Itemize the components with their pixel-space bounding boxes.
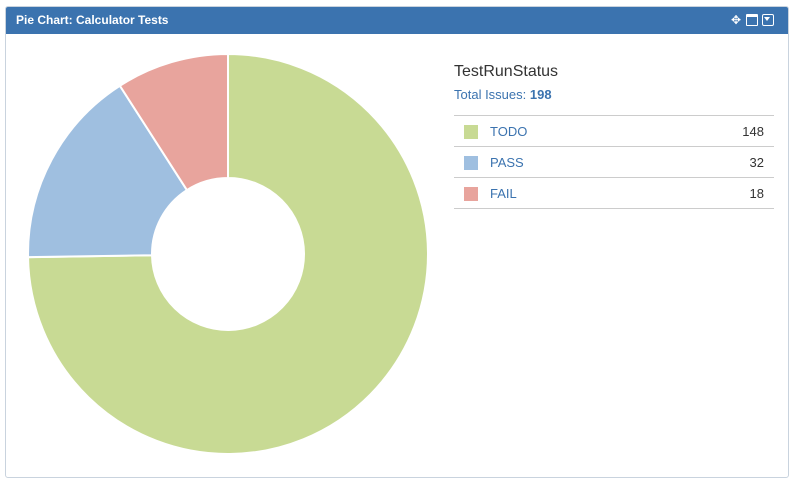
- legend-label-fail[interactable]: FAIL: [490, 186, 517, 201]
- gadget-title-bar[interactable]: Pie Chart: Calculator Tests ✥: [6, 7, 788, 34]
- legend-row-pass: PASS 32: [454, 147, 774, 178]
- legend-swatch-fail: [464, 187, 478, 201]
- pie-chart-gadget: Pie Chart: Calculator Tests ✥ TestRunSta…: [5, 6, 789, 478]
- legend-table: TODO 148 PASS 32 FAIL 18: [454, 115, 774, 209]
- pie-slice-fail[interactable]: [118, 52, 229, 192]
- menu-dropdown-icon[interactable]: [762, 14, 774, 26]
- legend-swatch-todo: [464, 125, 478, 139]
- legend-row-todo: TODO 148: [454, 116, 774, 147]
- total-issues-label: Total Issues:: [454, 87, 527, 102]
- total-issues: Total Issues: 198: [454, 87, 552, 102]
- legend-label-todo[interactable]: TODO: [490, 124, 528, 139]
- legend-count-fail: 18: [749, 186, 764, 201]
- pie-slice-todo[interactable]: [27, 52, 429, 455]
- legend-row-fail: FAIL 18: [454, 178, 774, 209]
- legend-label-pass[interactable]: PASS: [490, 155, 524, 170]
- legend-count-todo: 148: [742, 124, 764, 139]
- move-icon[interactable]: ✥: [730, 13, 742, 27]
- pie-chart: [27, 52, 429, 455]
- legend-count-pass: 32: [749, 155, 764, 170]
- legend-title: TestRunStatus: [454, 63, 559, 80]
- maximize-icon[interactable]: [746, 14, 758, 26]
- legend-swatch-pass: [464, 156, 478, 170]
- gadget-title: Pie Chart: Calculator Tests: [16, 13, 169, 27]
- total-issues-value[interactable]: 198: [529, 87, 552, 102]
